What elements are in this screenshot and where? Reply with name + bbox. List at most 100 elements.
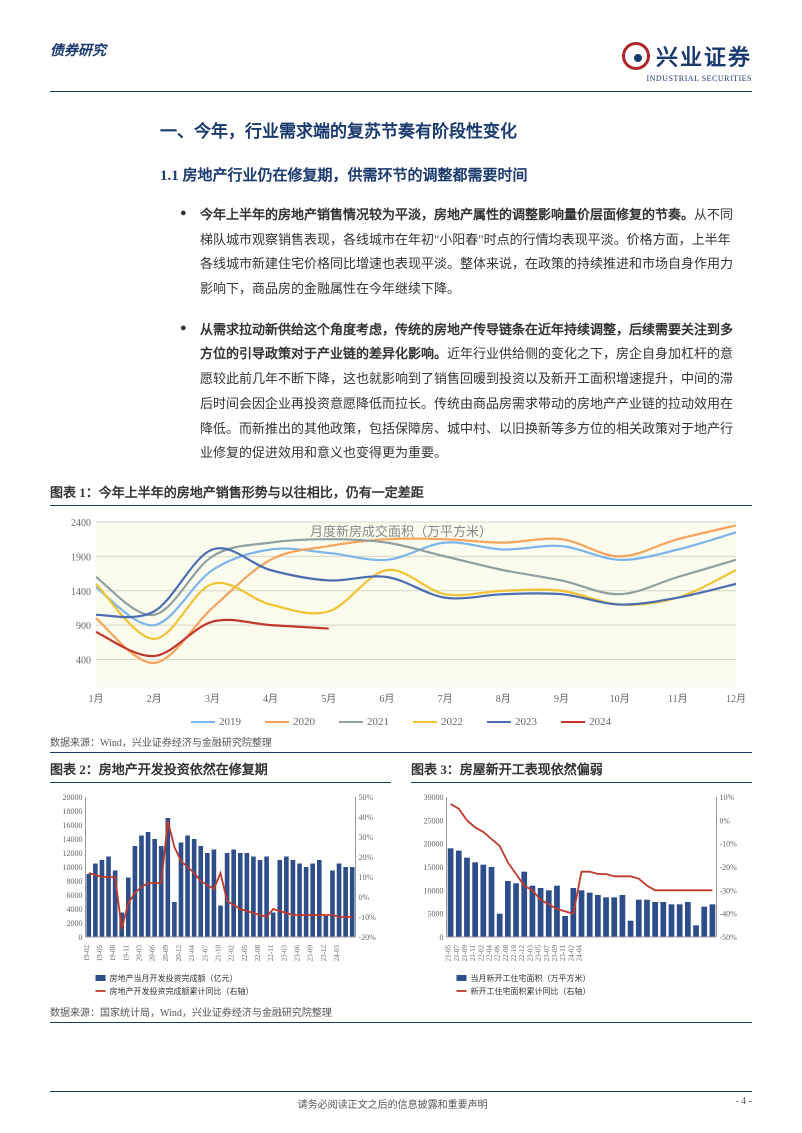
svg-text:23-11: 23-11 [559, 944, 567, 961]
section-heading-1: 一、今年，行业需求端的复苏节奏有阶段性变化 [160, 117, 752, 142]
svg-text:21-05: 21-05 [445, 944, 453, 961]
svg-text:23-09: 23-09 [307, 944, 315, 961]
bullet-1-bold: 今年上半年的房地产销售情况较为平淡，房地产属性的调整影响量价层面修复的节奏。 [200, 207, 694, 222]
svg-text:12000: 12000 [63, 849, 83, 858]
svg-text:22-02: 22-02 [228, 944, 236, 961]
svg-text:新开工住宅面积累计同比（右轴）: 新开工住宅面积累计同比（右轴） [471, 986, 591, 996]
svg-text:9月: 9月 [554, 693, 569, 705]
svg-text:40%: 40% [359, 813, 374, 822]
svg-text:-20%: -20% [720, 863, 738, 872]
svg-text:30000: 30000 [424, 793, 444, 802]
svg-text:5月: 5月 [321, 693, 336, 705]
svg-text:-30%: -30% [720, 886, 738, 895]
svg-text:0%: 0% [720, 816, 731, 825]
svg-text:1月: 1月 [89, 693, 104, 705]
svg-text:23-03: 23-03 [526, 944, 534, 961]
svg-text:22-08: 22-08 [254, 944, 262, 961]
svg-text:14000: 14000 [63, 835, 83, 844]
svg-text:0%: 0% [359, 893, 370, 902]
svg-text:18000: 18000 [63, 807, 83, 816]
svg-text:房地产当月开发投资完成额（亿元）: 房地产当月开发投资完成额（亿元） [110, 973, 238, 983]
svg-text:-50%: -50% [720, 933, 738, 942]
svg-text:16000: 16000 [63, 821, 83, 830]
svg-text:月度新房成交面积（万平方米）: 月度新房成交面积（万平方米） [310, 524, 492, 539]
svg-text:19-05: 19-05 [96, 944, 104, 961]
svg-text:24-03: 24-03 [333, 944, 341, 961]
svg-text:22-02: 22-02 [477, 944, 485, 961]
svg-text:50%: 50% [359, 793, 374, 802]
svg-text:21-10: 21-10 [215, 944, 223, 961]
chart1-block: 图表 1：今年上半年的房地产销售形势与以往相比，仍有一定差距 400900140… [50, 482, 752, 728]
svg-text:23-05: 23-05 [535, 944, 543, 961]
svg-text:21-11: 21-11 [469, 944, 477, 961]
svg-text:10000: 10000 [63, 863, 83, 872]
svg-text:20-09: 20-09 [162, 944, 170, 961]
svg-text:22-08: 22-08 [502, 944, 510, 961]
svg-text:19-02: 19-02 [83, 944, 91, 961]
svg-text:4月: 4月 [263, 693, 278, 705]
svg-text:23-06: 23-06 [294, 944, 302, 961]
svg-text:23-03: 23-03 [280, 944, 288, 961]
svg-text:19-11: 19-11 [122, 944, 130, 961]
svg-text:1900: 1900 [71, 552, 91, 563]
page-header: 债券研究 兴业证券 INDUSTRIAL SECURITIES [50, 40, 752, 92]
svg-text:22-05: 22-05 [241, 944, 249, 961]
svg-text:1400: 1400 [71, 587, 91, 598]
category-label: 债券研究 [50, 40, 106, 60]
svg-text:15000: 15000 [424, 863, 444, 872]
svg-text:22-10: 22-10 [510, 944, 518, 961]
svg-text:-20%: -20% [359, 933, 377, 942]
svg-text:23-12: 23-12 [320, 944, 328, 961]
chart1-canvas: 4009001400190024001月2月3月4月5月6月7月8月9月10月1… [50, 512, 752, 707]
svg-text:10月: 10月 [610, 693, 630, 705]
svg-text:10000: 10000 [424, 886, 444, 895]
svg-text:20-12: 20-12 [175, 944, 183, 961]
svg-text:20-06: 20-06 [149, 944, 157, 961]
svg-text:20-03: 20-03 [135, 944, 143, 961]
svg-text:10%: 10% [359, 873, 374, 882]
bullet-2: 从需求拉动新供给这个角度考虑，传统的房地产传导链条在近年持续调整，后续需要关注到… [180, 318, 742, 466]
svg-text:6000: 6000 [67, 891, 83, 900]
chart3-canvas: 050001000015000200002500030000-50%-40%-3… [411, 789, 752, 999]
svg-text:22-04: 22-04 [486, 944, 494, 961]
svg-text:22-11: 22-11 [267, 944, 275, 961]
svg-text:3月: 3月 [205, 693, 220, 705]
svg-text:8月: 8月 [496, 693, 511, 705]
chart1-source: 数据来源：Wind，兴业证券经济与金融研究院整理 [50, 734, 752, 753]
svg-text:2000: 2000 [67, 919, 83, 928]
svg-text:23-07: 23-07 [543, 944, 551, 961]
svg-text:2400: 2400 [71, 518, 91, 529]
logo-cn: 兴业证券 [656, 40, 752, 72]
svg-text:19-08: 19-08 [109, 944, 117, 961]
svg-text:20000: 20000 [424, 840, 444, 849]
svg-text:20%: 20% [359, 853, 374, 862]
svg-text:22-12: 22-12 [518, 944, 526, 961]
svg-text:8000: 8000 [67, 877, 83, 886]
svg-text:25000: 25000 [424, 816, 444, 825]
svg-text:11月: 11月 [668, 693, 688, 705]
svg-text:当月新开工住宅面积（万平方米）: 当月新开工住宅面积（万平方米） [471, 973, 591, 983]
bullet-1: 今年上半年的房地产销售情况较为平淡，房地产属性的调整影响量价层面修复的节奏。从不… [180, 203, 742, 302]
svg-text:2月: 2月 [147, 693, 162, 705]
svg-text:12月: 12月 [726, 693, 746, 705]
svg-text:20000: 20000 [63, 793, 83, 802]
svg-text:10%: 10% [720, 793, 735, 802]
footer-page: - 4 - [735, 1096, 752, 1111]
svg-text:400: 400 [76, 655, 91, 666]
svg-text:房地产开发投资完成额累计同比（右轴）: 房地产开发投资完成额累计同比（右轴） [110, 986, 254, 996]
svg-text:-40%: -40% [720, 910, 738, 919]
svg-text:21-07: 21-07 [201, 944, 209, 961]
svg-text:5000: 5000 [428, 910, 444, 919]
svg-text:21-04: 21-04 [188, 944, 196, 961]
chart2-canvas: 0200040006000800010000120001400016000180… [50, 789, 391, 999]
svg-text:21-07: 21-07 [453, 944, 461, 961]
page-footer: 请务必阅读正文之后的信息披露和重要声明 - 4 - [50, 1091, 752, 1111]
chart1-legend: 201920202021202220232024 [50, 716, 752, 728]
section-heading-2: 1.1 房地产行业仍在修复期，供需环节的调整都需要时间 [160, 164, 752, 185]
chart3-label: 图表 3：房屋新开工表现依然偏弱 [411, 759, 752, 783]
svg-text:7月: 7月 [438, 693, 453, 705]
brand-logo: 兴业证券 INDUSTRIAL SECURITIES [622, 40, 752, 83]
svg-text:23-09: 23-09 [551, 944, 559, 961]
svg-text:-10%: -10% [359, 913, 377, 922]
svg-text:6月: 6月 [379, 693, 394, 705]
